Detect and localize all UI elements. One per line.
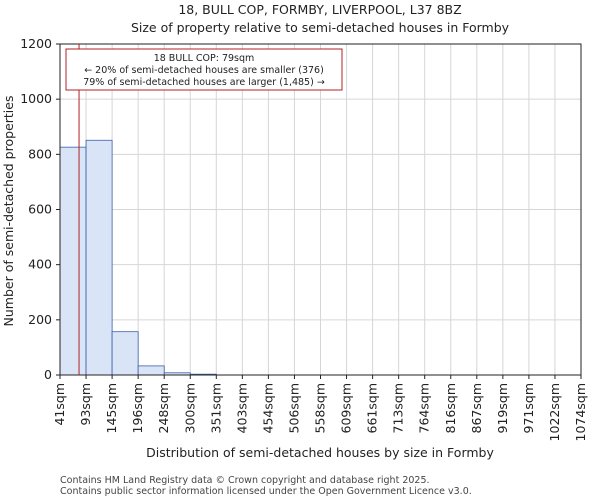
annotation-line1: 18 BULL COP: 79sqm [154, 53, 255, 64]
y-tick-label: 400 [28, 257, 52, 272]
footer-line1: Contains HM Land Registry data © Crown c… [60, 475, 430, 486]
plot-frame [59, 43, 582, 376]
gridlines [59, 43, 582, 376]
x-tick-label: 248sqm [156, 383, 171, 433]
chart-title-line2: Size of property relative to semi-detach… [131, 20, 510, 35]
x-tick-label: 816sqm [443, 383, 458, 433]
y-tick-label: 600 [28, 202, 52, 217]
y-tick-label: 1200 [20, 36, 52, 51]
annotation-line2: ← 20% of semi-detached houses are smalle… [84, 65, 324, 76]
y-tick-label: 200 [28, 312, 52, 327]
x-tick-label: 1022sqm [547, 383, 562, 441]
x-tick-label: 919sqm [495, 383, 510, 433]
chart-title-line1: 18, BULL COP, FORMBY, LIVERPOOL, L37 8BZ [178, 2, 461, 17]
histogram-bar [137, 365, 165, 376]
annotation-frame [65, 48, 343, 91]
y-axis-ticks: 0 200 400 600 800 1000 1200 [20, 36, 60, 382]
x-tick-label: 41sqm [52, 383, 67, 426]
annotation-line3: 79% of semi-detached houses are larger (… [83, 77, 325, 88]
x-tick-label: 713sqm [391, 383, 406, 433]
histogram-bar [85, 139, 113, 376]
y-tick-label: 0 [44, 367, 52, 382]
x-axis-label: Distribution of semi-detached houses by … [146, 445, 494, 460]
x-tick-label: 93sqm [78, 383, 93, 426]
x-tick-label: 971sqm [521, 383, 536, 433]
annotation-box: 18 BULL COP: 79sqm ← 20% of semi-detache… [65, 48, 343, 91]
x-tick-label: 1074sqm [573, 383, 588, 441]
x-tick-label: 764sqm [417, 383, 432, 433]
x-tick-label: 196sqm [130, 383, 145, 433]
histogram-bar [59, 146, 87, 376]
x-tick-label: 609sqm [339, 383, 354, 433]
x-axis-ticks: 41sqm 93sqm 145sqm 196sqm 248sqm 300sqm 351sqm… [52, 375, 588, 441]
footer-line2: Contains public sector information licen… [60, 486, 472, 497]
x-tick-label: 506sqm [286, 383, 301, 433]
y-tick-label: 1000 [20, 91, 52, 106]
histogram-bar [111, 331, 139, 376]
x-tick-label: 454sqm [260, 383, 275, 433]
x-tick-label: 558sqm [313, 383, 328, 433]
x-tick-label: 145sqm [104, 383, 119, 433]
x-tick-label: 351sqm [208, 383, 223, 433]
x-tick-label: 300sqm [182, 383, 197, 433]
y-tick-label: 800 [28, 146, 52, 161]
x-tick-label: 661sqm [365, 383, 380, 433]
x-tick-label: 403sqm [234, 383, 249, 433]
x-tick-label: 867sqm [469, 383, 484, 433]
bars [59, 139, 217, 376]
y-axis-label: Number of semi-detached properties [1, 96, 16, 327]
